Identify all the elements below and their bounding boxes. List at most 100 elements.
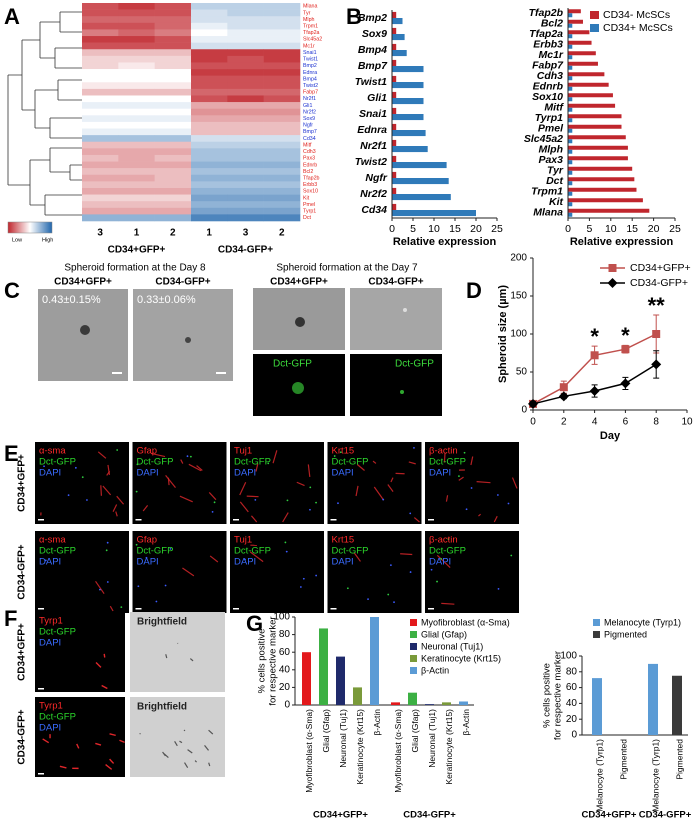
panel-letter: D — [466, 278, 482, 303]
cell — [76, 743, 80, 749]
heatmap-cell — [191, 102, 228, 109]
spheroid — [295, 317, 305, 327]
heatmap-cell — [191, 36, 228, 43]
bar — [568, 93, 613, 98]
bar — [370, 617, 379, 705]
x-tick-label: 15 — [449, 223, 461, 235]
heatmap-cell — [227, 121, 264, 129]
heatmap-cell — [118, 29, 155, 37]
x-axis-label: Relative expression — [393, 236, 497, 248]
x-tick-label: 6 — [623, 417, 629, 428]
heatmap-cell — [154, 174, 192, 182]
channel-label: α-sma — [39, 446, 66, 457]
legend-label: CD34+ McSCs — [603, 22, 673, 34]
cell — [179, 495, 193, 503]
heatmap-cell — [263, 102, 301, 109]
bar — [302, 652, 311, 705]
fluorescence-image — [132, 442, 227, 524]
bar — [392, 91, 397, 98]
micrograph — [350, 288, 442, 350]
row-label: Ednrb — [303, 162, 317, 168]
bar — [392, 194, 451, 201]
channel-label: Brightfield — [137, 617, 187, 628]
marker — [620, 378, 631, 389]
heatmap-cell — [263, 128, 301, 136]
heatmap-cell — [118, 55, 155, 63]
heatmap-cell — [227, 207, 264, 215]
bar — [336, 656, 345, 705]
heatmap-cell — [118, 168, 155, 176]
row-label: Cdh3 — [303, 149, 316, 155]
x-axis-label: Day — [600, 430, 621, 442]
cell — [307, 464, 311, 478]
heatmap-cell — [118, 141, 155, 149]
nucleus — [337, 502, 339, 505]
bar — [568, 30, 590, 35]
heatmap-cell — [191, 42, 228, 50]
cell — [413, 517, 420, 523]
bar — [568, 44, 573, 49]
cell — [408, 461, 416, 465]
heatmap-cell — [82, 187, 119, 195]
x-tick-label: Melanocyte (Tyrp1) — [594, 739, 604, 812]
channel-label: Tuj1 — [234, 535, 252, 546]
y-tick-label: 150 — [510, 291, 527, 302]
heatmap-cell — [118, 3, 155, 10]
panel-letter: G — [246, 611, 263, 636]
channel-label: Dct-GFP — [39, 546, 76, 557]
significance: ** — [648, 293, 666, 318]
marker — [652, 330, 661, 338]
scale-bar — [428, 608, 434, 610]
legend-label: Neuronal (Tuj1) — [421, 641, 483, 651]
nucleus — [393, 601, 395, 604]
bar — [392, 203, 397, 210]
cell — [109, 605, 114, 612]
nucleus — [286, 499, 289, 502]
channel-label: Dct-GFP — [332, 546, 369, 557]
channel-label: Dct-GFP — [429, 457, 466, 468]
nucleus — [135, 543, 138, 546]
nucleus — [137, 585, 140, 588]
bar — [392, 123, 397, 130]
heatmap-cell — [82, 62, 119, 70]
group-label: CD34+GFP+ — [313, 810, 368, 821]
nucleus — [186, 455, 189, 458]
heatmap-cell — [118, 121, 155, 129]
fluorescence-image — [425, 442, 519, 524]
row-label: Mc1r — [303, 43, 315, 49]
bar — [568, 86, 573, 91]
heatmap-cell — [154, 214, 192, 222]
heatmap-cell — [227, 36, 264, 43]
nucleus — [155, 600, 158, 603]
legend-label: CD34- McSCs — [603, 9, 670, 21]
spheroid — [400, 390, 404, 394]
channel-label: DAPI — [332, 468, 354, 479]
heatmap-cell — [227, 214, 264, 222]
panel-letter: A — [4, 4, 20, 29]
nucleus — [389, 564, 392, 566]
cell — [387, 484, 394, 492]
x-tick-label: 20 — [648, 223, 660, 235]
heatmap-cell — [118, 102, 155, 109]
row-label: Twist1 — [303, 57, 318, 63]
legend-swatch — [593, 619, 600, 626]
marker — [621, 345, 630, 354]
cell — [184, 762, 189, 769]
x-tick-label: Myofibroblast (α-Sma) — [304, 709, 314, 793]
heatmap-cell — [118, 16, 155, 24]
heatmap-cell — [191, 82, 228, 90]
heatmap-cell — [82, 154, 119, 162]
y-tick-label: 40 — [566, 698, 578, 709]
row-label: Dct — [303, 215, 311, 221]
heatmap-cell — [154, 88, 192, 96]
bar — [568, 156, 628, 161]
fluorescence-image — [35, 612, 125, 692]
significance: * — [621, 323, 630, 348]
category-label: Mc1r — [538, 49, 563, 61]
group-label: CD34-GFP+ — [403, 810, 456, 821]
x-tick-label: 8 — [653, 417, 659, 428]
heatmap-cell — [118, 9, 155, 17]
heatmap-cell — [118, 42, 155, 50]
bar — [568, 82, 609, 87]
channel-label: Dct-GFP — [39, 627, 76, 638]
